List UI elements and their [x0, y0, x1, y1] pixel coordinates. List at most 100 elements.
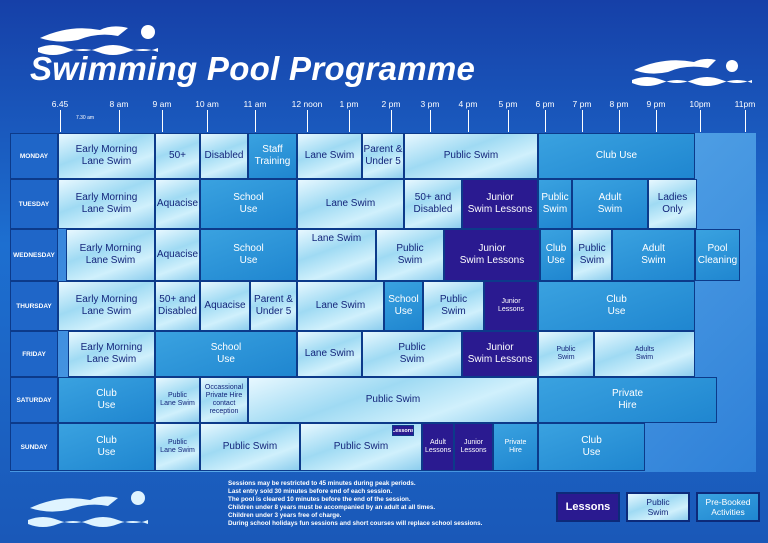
time-label: 1 pm — [339, 99, 359, 109]
time-tick — [307, 110, 308, 132]
legend-text: Activities — [711, 507, 745, 517]
session: Junior Lessons — [484, 281, 538, 331]
session: Aquacise — [155, 229, 200, 281]
session: Disabled — [200, 133, 248, 179]
session-text: Junior — [501, 298, 521, 305]
session-text: Swim — [557, 354, 575, 361]
note-line: Children under 3 years free of charge. — [228, 512, 342, 519]
legend-text: Public — [646, 497, 670, 507]
session-text: Early Morning — [75, 144, 138, 155]
session: Club Use — [58, 377, 155, 423]
legend-item: Lessons — [556, 492, 620, 522]
session: Aquacise — [200, 281, 250, 331]
session-text: Lane Swim — [81, 156, 132, 167]
session-text: Use — [97, 447, 116, 458]
session-text: Public Swim — [333, 441, 389, 452]
session: Public Swim — [200, 423, 300, 471]
session-text: Use — [97, 400, 116, 411]
session-text: Aquacise — [156, 198, 199, 209]
session: School Use — [200, 179, 297, 229]
session: Public Swim — [423, 281, 484, 331]
legend-text: Pre-Booked — [705, 497, 751, 507]
time-label: 5 pm — [498, 99, 518, 109]
session: Public Swim — [248, 377, 538, 423]
session-text: Lane Swim — [160, 400, 195, 407]
session-text: 50+ and — [414, 192, 452, 203]
day-label: SATURDAY — [10, 377, 58, 423]
session: Early Morning Lane Swim — [66, 229, 155, 281]
time-tick — [508, 110, 509, 132]
time-tick — [745, 110, 746, 132]
session: Junior Swim Lessons — [462, 331, 538, 377]
session-text: Aquacise — [156, 249, 199, 260]
session: Club Use — [538, 423, 645, 471]
session-text: Lessons — [460, 447, 487, 454]
session: Pool Cleaning — [695, 229, 740, 281]
legend-text: Lessons — [565, 501, 611, 513]
lessons-tag: Lessons — [392, 425, 414, 436]
session-text: contact — [212, 400, 236, 407]
session-text: Cleaning — [697, 255, 738, 266]
session-text: Club — [606, 294, 627, 305]
note-line: The pool is cleared 10 minutes before th… — [228, 496, 411, 503]
session-text: Private Hire — [205, 392, 243, 399]
session: Private Hire — [493, 423, 538, 471]
session: Public Swim — [538, 179, 572, 229]
session-text: Lane Swim — [81, 204, 132, 215]
title: Swimming Pool Programme — [30, 50, 476, 87]
time-tick — [162, 110, 163, 132]
session-text: Early Morning — [75, 192, 138, 203]
session-text: Use — [582, 447, 601, 458]
session-text: Swim — [641, 255, 666, 266]
time-label: 7.30 am — [75, 115, 95, 121]
session: Club Use — [540, 229, 572, 281]
session-text: Private — [504, 439, 527, 446]
session-text: Hire — [618, 400, 637, 411]
swimmer-icon — [28, 491, 148, 527]
session-text: School — [233, 192, 264, 203]
time-label: 12 noon — [291, 99, 323, 109]
day-label: WEDNESDAY — [10, 229, 58, 281]
session: Early Morning Lane Swim — [58, 281, 155, 331]
time-tick — [430, 110, 431, 132]
session-text: Public — [398, 342, 426, 353]
session: Lane Swim — [297, 281, 384, 331]
session-text: Lane Swim — [304, 348, 355, 359]
session-text: Early Morning — [80, 342, 143, 353]
session-text: Public — [396, 243, 424, 254]
session-text: Junior — [478, 243, 506, 254]
session-text: Parent & — [363, 144, 403, 155]
session-text: 50+ — [169, 150, 186, 161]
session: Ladies Only — [648, 179, 697, 229]
session-text: Disabled — [204, 150, 244, 161]
session-text: Club Use — [595, 150, 638, 161]
time-label: 8 pm — [609, 99, 629, 109]
session-text: Parent & — [254, 294, 293, 305]
session-text: Swim — [597, 204, 623, 215]
day-label: SUNDAY — [10, 423, 58, 471]
session: Lane Swim — [297, 133, 362, 179]
session-text: School — [233, 243, 264, 254]
session-text: Lessons — [497, 306, 525, 313]
session-text: Swim Lessons — [467, 204, 533, 215]
session-text: Swim — [441, 306, 466, 317]
session-text: Public — [167, 439, 188, 446]
session: Parent & Under 5 — [362, 133, 404, 179]
session-text: Early Morning — [79, 243, 142, 254]
notes: Sessions may be restricted to 45 minutes… — [228, 480, 482, 528]
session-text: Public — [578, 243, 606, 254]
session: Junior Swim Lessons — [444, 229, 540, 281]
time-label: 2 pm — [381, 99, 401, 109]
session-text: Swim — [635, 354, 654, 361]
time-tick — [619, 110, 620, 132]
session-text: Adult — [598, 192, 622, 203]
day-label: THURSDAY — [10, 281, 58, 331]
session-text: Use — [239, 255, 258, 266]
time-tick — [656, 110, 657, 132]
session-text: Adults — [634, 346, 655, 353]
session-text: Public — [541, 192, 569, 203]
note-line: During school holidays fun sessions and … — [228, 520, 483, 527]
time-tick — [60, 110, 61, 132]
session: Private Hire — [538, 377, 717, 423]
